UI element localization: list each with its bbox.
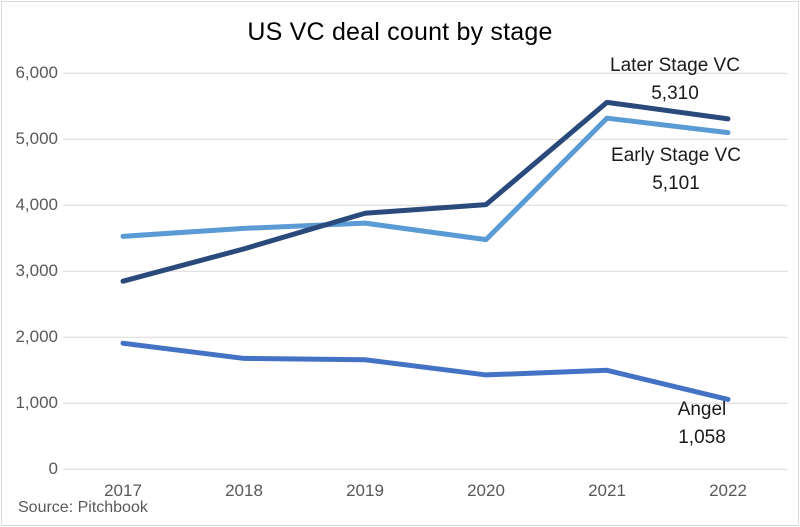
series-annotation-later-stage: Later Stage VC 5,310 bbox=[585, 52, 765, 108]
chart-title: US VC deal count by stage bbox=[247, 18, 553, 46]
series-value: 5,310 bbox=[651, 83, 699, 104]
y-axis-tick-label: 3,000 bbox=[15, 261, 58, 281]
source-note: Source: Pitchbook bbox=[18, 499, 148, 516]
x-axis-tick-label: 2017 bbox=[104, 481, 142, 500]
x-axis-tick-label: 2020 bbox=[467, 481, 505, 500]
y-axis-tick-label: 5,000 bbox=[15, 129, 58, 149]
x-axis-tick-label: 2022 bbox=[709, 481, 747, 500]
series-label: Later Stage VC bbox=[610, 55, 740, 76]
y-axis-tick-label: 1,000 bbox=[15, 393, 58, 413]
series-label: Early Stage VC bbox=[611, 145, 741, 166]
y-axis-tick-label: 2,000 bbox=[15, 327, 58, 347]
series-line-angel bbox=[120, 340, 731, 402]
y-axis-tick-label: 4,000 bbox=[15, 195, 58, 215]
series-value: 1,058 bbox=[678, 427, 726, 448]
series-line-early-stage-vc bbox=[120, 115, 731, 243]
y-axis-tick-label: 6,000 bbox=[15, 63, 58, 83]
series-value: 5,101 bbox=[652, 173, 700, 194]
y-axis-tick-label: 0 bbox=[48, 459, 58, 479]
series-annotation-early-stage: Early Stage VC 5,101 bbox=[586, 142, 766, 198]
x-axis-tick-label: 2018 bbox=[225, 481, 263, 500]
x-axis-tick-label: 2021 bbox=[588, 481, 626, 500]
series-label: Angel bbox=[677, 399, 727, 420]
series-annotation-angel: Angel 1,058 bbox=[612, 396, 792, 452]
x-axis-tick-label: 2019 bbox=[346, 481, 384, 500]
series-line-later-stage-vc bbox=[120, 99, 731, 284]
